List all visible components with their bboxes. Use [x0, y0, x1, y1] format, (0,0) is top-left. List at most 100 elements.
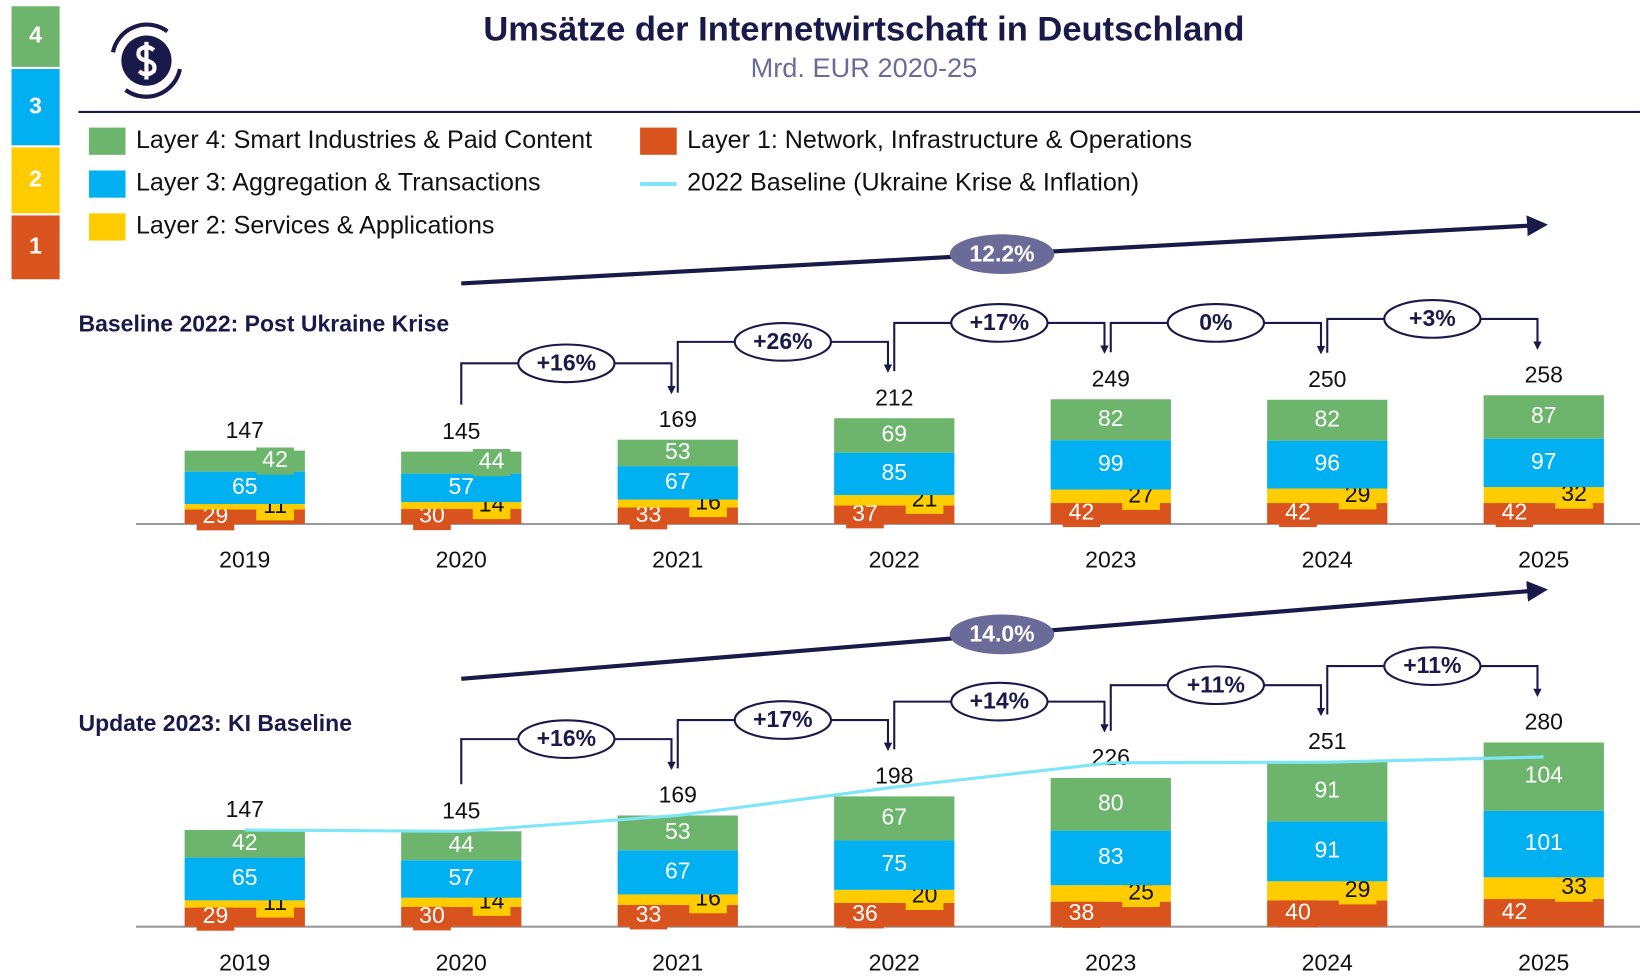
total-label: 258	[1525, 362, 1563, 388]
cagr-label: 12.2%	[969, 240, 1034, 266]
badge-label: 4	[29, 22, 42, 48]
x-tick-label: 2022	[869, 949, 920, 975]
legend-label: Layer 1: Network, Infrastructure & Opera…	[687, 126, 1192, 154]
value-label-box	[629, 902, 668, 930]
value-label: 40	[1285, 899, 1311, 925]
value-label: 53	[665, 818, 691, 844]
value-label: 104	[1525, 762, 1564, 788]
bar-segment	[834, 452, 955, 496]
value-label: 36	[852, 900, 878, 926]
value-label: 83	[1098, 843, 1124, 869]
bar-segment	[617, 815, 738, 851]
subtitle: Mrd. EUR 2020-25	[751, 52, 978, 83]
value-label-box	[1279, 499, 1317, 528]
bar-segment	[184, 829, 305, 858]
badge-label: 1	[29, 232, 42, 258]
bar-segment	[184, 504, 305, 510]
growth-label: +16%	[537, 349, 596, 375]
growth-badge	[733, 700, 833, 740]
value-label-box	[196, 903, 235, 931]
growth-label: +26%	[753, 328, 812, 354]
title: Umsätze der Internetwirtschaft in Deutsc…	[483, 10, 1244, 48]
bar-segment	[1267, 440, 1388, 489]
bar-segment	[1050, 440, 1171, 490]
value-label: 33	[636, 901, 662, 927]
value-label-box	[256, 447, 294, 475]
value-label: 67	[881, 804, 907, 830]
growth-label: +14%	[970, 688, 1029, 714]
value-label: 42	[1502, 898, 1528, 924]
cagr-label: 14.0%	[969, 620, 1034, 646]
value-label: 57	[448, 864, 474, 890]
bar-segment	[1483, 395, 1604, 439]
bar-segment	[1267, 399, 1388, 441]
value-label: 85	[881, 459, 907, 485]
bar-segment	[184, 471, 305, 505]
cagr-badge	[949, 234, 1055, 275]
legend-swatch	[640, 127, 677, 155]
value-label: 87	[1531, 402, 1557, 428]
bar-segment	[401, 860, 522, 898]
bar-segment	[1050, 830, 1171, 886]
bar-segment	[1050, 777, 1171, 831]
total-label: 145	[442, 418, 480, 444]
value-label-box	[1555, 874, 1593, 902]
bar-segment	[401, 473, 522, 503]
growth-badge	[1383, 299, 1482, 339]
value-label: 97	[1531, 448, 1557, 474]
value-label: 65	[232, 864, 258, 890]
bar-segment	[834, 418, 955, 453]
bar-segment	[834, 840, 955, 890]
legend-swatch	[88, 127, 126, 155]
bar-segment	[834, 796, 955, 841]
value-label: 99	[1098, 450, 1124, 476]
legend-swatch	[88, 213, 126, 241]
growth-label: +11%	[1403, 652, 1461, 678]
badge	[9, 213, 62, 282]
value-label-box	[1338, 877, 1377, 905]
total-label: 169	[659, 782, 697, 808]
value-label: 57	[448, 473, 474, 499]
x-tick-label: 2021	[652, 949, 703, 975]
growth-label: +3%	[1409, 305, 1456, 331]
value-label-box	[1495, 899, 1534, 927]
value-label: 33	[1561, 873, 1587, 899]
value-label: 67	[665, 468, 691, 494]
bar-segment	[617, 499, 738, 508]
value-label: 82	[1314, 405, 1340, 431]
value-label: 101	[1525, 829, 1563, 855]
bar-segment	[617, 466, 738, 500]
value-label: 44	[448, 831, 474, 857]
baseline-line	[244, 755, 1544, 833]
value-label-box	[846, 501, 884, 529]
x-tick-label: 2019	[219, 547, 270, 573]
growth-badge	[1166, 303, 1266, 343]
x-tick-label: 2025	[1518, 949, 1569, 975]
growth-label: 0%	[1199, 309, 1232, 335]
growth-badge	[733, 322, 833, 362]
legend: Layer 4: Smart Industries & Paid Content…	[88, 126, 1192, 241]
growth-badge	[517, 719, 616, 760]
value-label: 96	[1314, 450, 1340, 476]
value-label-box	[1495, 499, 1534, 528]
value-label-box	[472, 449, 511, 477]
legend-label: Layer 4: Smart Industries & Paid Content	[136, 126, 592, 154]
badge-label: 3	[29, 92, 42, 118]
bar-segment	[1483, 742, 1604, 811]
x-tick-label: 2025	[1518, 547, 1569, 573]
x-tick-label: 2020	[436, 547, 487, 573]
bar-segment	[184, 857, 305, 901]
value-label-box	[1062, 499, 1101, 528]
bar-segment	[617, 439, 738, 467]
value-label: 80	[1098, 789, 1124, 815]
legend-swatch	[88, 170, 126, 198]
value-label-box	[846, 901, 884, 929]
x-tick-label: 2024	[1302, 949, 1353, 975]
x-tick-label: 2020	[436, 949, 487, 975]
bar-segment	[401, 831, 522, 861]
growth-badge	[517, 343, 616, 384]
growth-label: +16%	[537, 725, 596, 751]
legend-label: Layer 2: Services & Applications	[136, 212, 494, 240]
value-label-box	[1279, 899, 1317, 928]
